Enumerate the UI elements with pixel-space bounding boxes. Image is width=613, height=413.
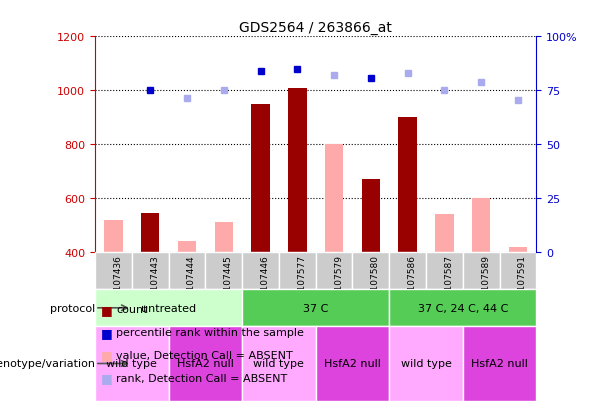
Text: GSM107443: GSM107443 [150, 254, 159, 309]
Text: percentile rank within the sample: percentile rank within the sample [116, 328, 304, 337]
Text: GSM107591: GSM107591 [518, 254, 527, 309]
Text: GSM107586: GSM107586 [408, 254, 417, 309]
Bar [389, 252, 426, 290]
Bar [389, 290, 536, 327]
Bar [215, 223, 233, 252]
Bar [316, 327, 389, 401]
Bar [362, 180, 380, 252]
Bar [251, 104, 270, 252]
Bar [205, 252, 242, 290]
Text: GSM107446: GSM107446 [261, 254, 270, 309]
Bar [288, 88, 306, 252]
Bar [463, 252, 500, 290]
Text: HsfA2 null: HsfA2 null [471, 358, 528, 368]
Text: 37 C: 37 C [303, 303, 329, 313]
Text: GSM107444: GSM107444 [187, 254, 196, 309]
Bar [279, 252, 316, 290]
Text: count: count [116, 305, 148, 315]
Bar [389, 327, 463, 401]
Text: GSM107587: GSM107587 [444, 254, 454, 309]
Text: ■: ■ [101, 349, 113, 362]
Text: GSM107577: GSM107577 [297, 254, 306, 309]
Bar [242, 252, 279, 290]
Bar [316, 252, 352, 290]
Text: GSM107589: GSM107589 [481, 254, 490, 309]
Bar [472, 199, 490, 252]
Text: untreated: untreated [141, 303, 196, 313]
Text: wild type: wild type [401, 358, 451, 368]
Text: ■: ■ [101, 303, 113, 316]
Text: protocol: protocol [50, 303, 95, 313]
Bar [398, 118, 417, 252]
Bar [104, 220, 123, 252]
Text: wild type: wild type [107, 358, 157, 368]
Title: GDS2564 / 263866_at: GDS2564 / 263866_at [239, 21, 392, 35]
Text: rank, Detection Call = ABSENT: rank, Detection Call = ABSENT [116, 373, 287, 383]
Bar [500, 252, 536, 290]
Bar [178, 242, 196, 252]
Text: 37 C, 24 C, 44 C: 37 C, 24 C, 44 C [417, 303, 508, 313]
Text: genotype/variation: genotype/variation [0, 358, 95, 368]
Text: HsfA2 null: HsfA2 null [177, 358, 234, 368]
Text: ■: ■ [101, 326, 113, 339]
Text: wild type: wild type [254, 358, 304, 368]
Bar [95, 290, 242, 327]
Bar [325, 145, 343, 252]
Bar [95, 252, 132, 290]
Text: ■: ■ [101, 371, 113, 385]
Text: GSM107445: GSM107445 [224, 254, 233, 309]
Text: GSM107580: GSM107580 [371, 254, 380, 309]
Bar [352, 252, 389, 290]
Bar [463, 327, 536, 401]
Bar [435, 215, 454, 252]
Bar [95, 327, 169, 401]
Bar [132, 252, 169, 290]
Bar [242, 290, 389, 327]
Bar [141, 214, 159, 252]
Text: HsfA2 null: HsfA2 null [324, 358, 381, 368]
Text: GSM107579: GSM107579 [334, 254, 343, 309]
Bar [242, 327, 316, 401]
Text: value, Detection Call = ABSENT: value, Detection Call = ABSENT [116, 350, 293, 360]
Text: GSM107436: GSM107436 [113, 254, 123, 309]
Bar [426, 252, 463, 290]
Bar [509, 247, 527, 252]
Bar [169, 327, 242, 401]
Bar [169, 252, 205, 290]
